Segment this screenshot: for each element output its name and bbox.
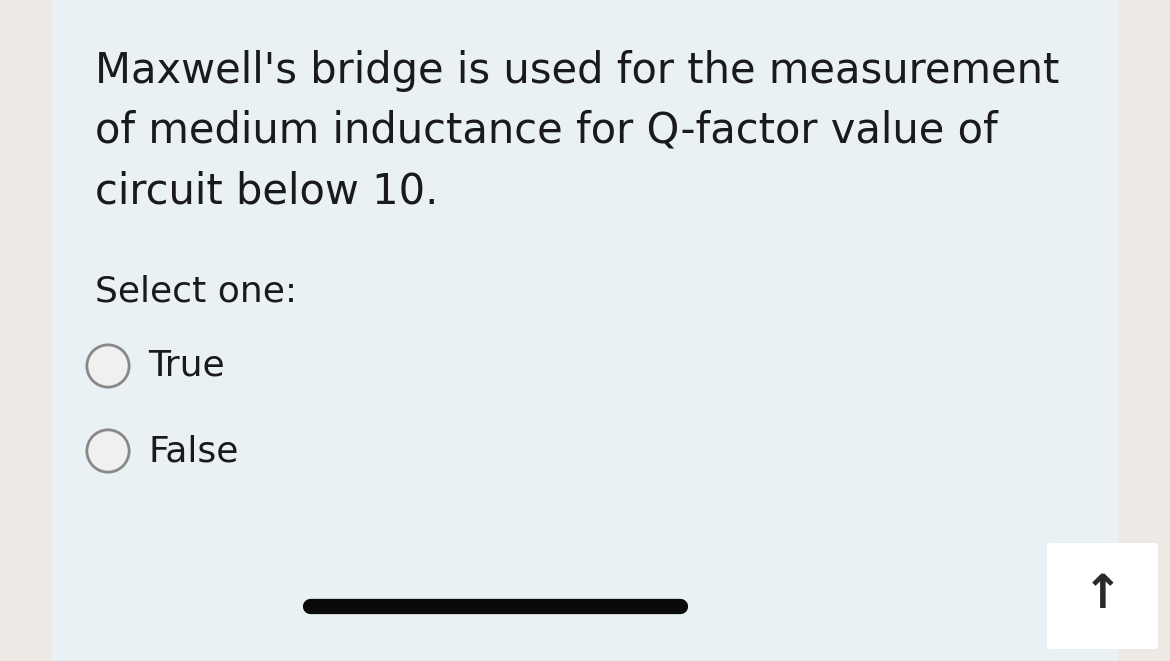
Text: circuit below 10.: circuit below 10. xyxy=(95,170,439,212)
Text: Maxwell's bridge is used for the measurement: Maxwell's bridge is used for the measure… xyxy=(95,50,1059,92)
Text: True: True xyxy=(147,349,225,383)
Bar xyxy=(0,0,51,661)
Bar xyxy=(1119,0,1170,661)
Text: False: False xyxy=(147,434,239,468)
Text: ↑: ↑ xyxy=(1082,574,1122,619)
FancyBboxPatch shape xyxy=(1047,543,1158,649)
Circle shape xyxy=(87,430,129,472)
Text: Select one:: Select one: xyxy=(95,274,297,308)
Text: of medium inductance for Q-factor value of: of medium inductance for Q-factor value … xyxy=(95,110,998,152)
Circle shape xyxy=(87,345,129,387)
